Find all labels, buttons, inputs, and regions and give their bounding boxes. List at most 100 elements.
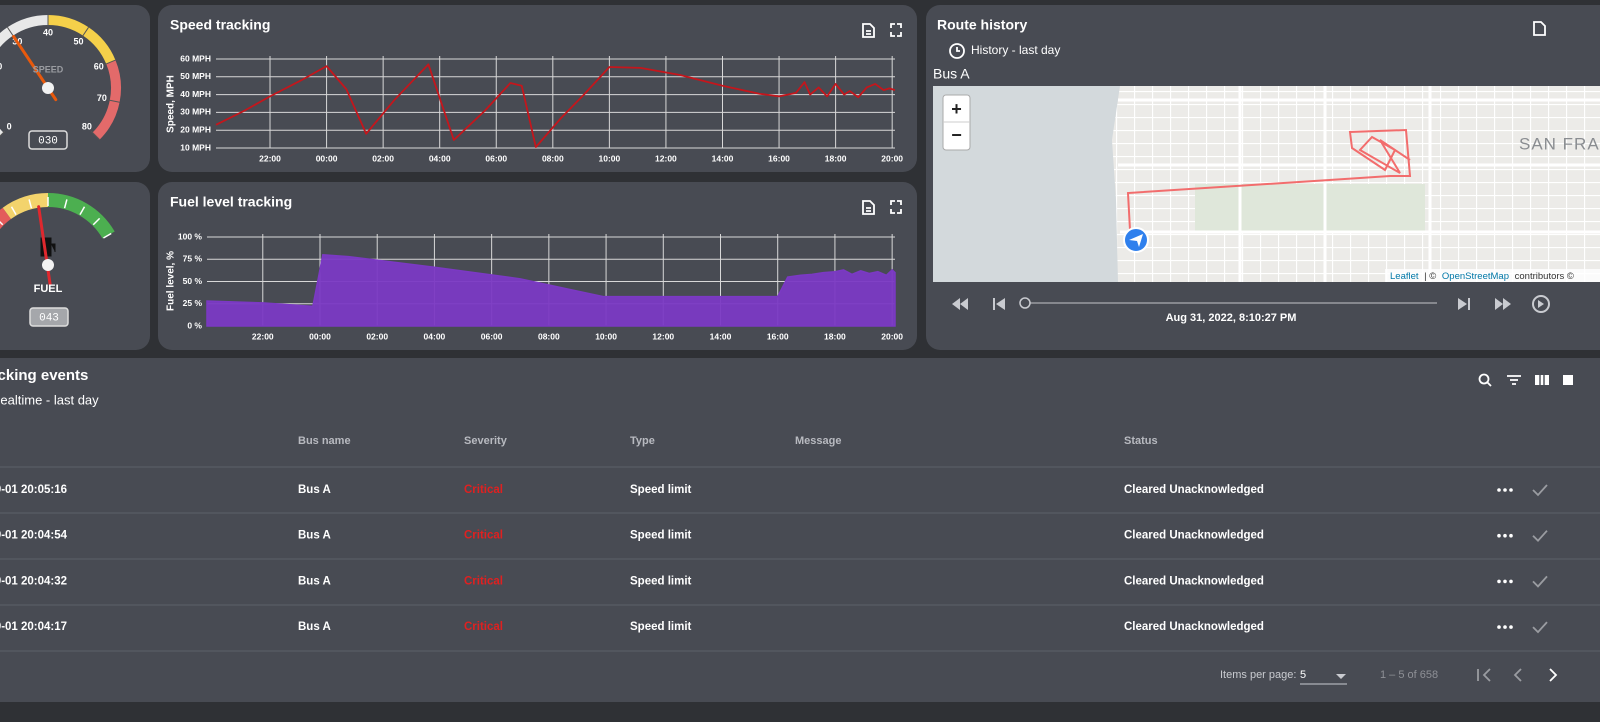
gauge-band [0,207,12,230]
more-actions[interactable] [1503,625,1507,629]
gauge-tick [104,59,116,66]
card [0,358,1600,702]
chart-icons[interactable] [862,21,1546,215]
gauge-label: SPEED [33,64,64,74]
play-button[interactable] [1538,300,1544,308]
previous-page[interactable] [1513,668,1522,682]
pager[interactable] [1477,668,1558,682]
filter-icon[interactable] [1507,375,1521,385]
cell-bus: Bus A [298,484,331,496]
more-actions[interactable] [1503,579,1507,584]
export-icon[interactable] [862,23,875,38]
gauge-tick-label: 40 [43,27,53,37]
map-park [1195,184,1425,232]
cell-severity: Critical [464,575,503,587]
y-tick-label: 50 % [183,276,203,286]
page-size[interactable]: 5 [1300,669,1306,681]
y-tick-label: 0 % [187,320,202,330]
x-tick-label: 12:00 [655,153,677,163]
more-actions[interactable] [1497,625,1501,629]
more-actions[interactable] [1497,488,1501,492]
zoom-out[interactable]: − [951,125,962,145]
gauge-minor-tick [10,206,17,215]
gauge-tick [107,99,120,103]
fullscreen-icon[interactable] [1563,375,1573,385]
x-tick-label: 16:00 [767,331,789,341]
cell-severity: Critical [464,530,503,542]
more-actions[interactable] [1509,488,1513,492]
next-button[interactable] [1458,298,1470,310]
fullscreen-icon[interactable] [890,23,902,37]
player-controls[interactable] [952,295,1550,313]
columns-icon[interactable] [1539,375,1545,385]
cell-bus: Bus A [298,530,331,542]
cell-status: Cleared Unacknowledged [1124,575,1264,587]
more-actions[interactable] [1503,488,1507,492]
x-tick-label: 10:00 [595,331,617,341]
cell-status: Cleared Unacknowledged [1124,484,1264,496]
column-header: Type [630,435,655,447]
map-place-label: SAN FRANCISCO [1519,134,1600,153]
more-actions[interactable] [1497,579,1501,584]
fast-forward-button[interactable] [1495,298,1511,310]
more-actions[interactable] [1509,625,1513,629]
cell-type: Speed limit [630,484,692,496]
first-page[interactable] [1477,668,1491,682]
rewind-button[interactable] [952,298,968,310]
attribution-text: | © [1424,271,1436,282]
search-icon[interactable] [1486,381,1492,387]
y-tick-label: 100 % [178,231,203,241]
x-tick-label: 14:00 [710,331,732,341]
select-arrow[interactable] [1336,674,1346,679]
acknowledge[interactable] [1532,575,1548,588]
clock-icon [956,47,960,52]
export-icon[interactable] [1533,21,1546,36]
gauge-tick-label: 70 [97,93,107,103]
x-tick-label: 18:00 [825,153,847,163]
gauge-hub [42,259,54,271]
attribution-link[interactable]: Leaflet [1390,271,1419,282]
more-actions[interactable] [1497,533,1501,538]
gauge-display-value: 043 [39,312,59,324]
gauge-tick-label: 60 [94,61,104,71]
timeline-time: Aug 31, 2022, 8:10:27 PM [1166,312,1297,324]
acknowledge[interactable] [1532,621,1548,634]
slider-thumb[interactable] [1019,297,1031,309]
gauge-tick-label: 80 [82,121,92,131]
gauge-tick-label: 0 [7,121,12,131]
acknowledge[interactable] [1532,530,1548,543]
speed-line [215,63,896,149]
cell-type: Speed limit [630,621,692,633]
x-tick-label: 06:00 [485,153,507,163]
fullscreen-icon[interactable] [890,200,902,214]
more-actions[interactable] [1509,533,1513,538]
attribution-link[interactable]: OpenStreetMap [1442,271,1509,282]
x-tick-label: 22:00 [252,331,274,341]
x-tick-label: 20:00 [881,331,903,341]
zoom-in[interactable]: + [951,99,962,119]
next-page[interactable] [1549,668,1558,682]
search-icon[interactable] [1478,373,1490,385]
gauge-hub [42,82,54,94]
x-tick-label: 16:00 [768,153,790,163]
acknowledge[interactable] [1532,484,1548,497]
cell-time: 2022-09-01 20:04:32 [0,575,67,587]
column-header: Bus name [298,435,351,447]
clock-icon [949,43,965,59]
x-tick-label: 10:00 [598,153,620,163]
play-button[interactable] [1532,295,1550,313]
more-actions[interactable] [1503,533,1507,538]
cell-severity: Critical [464,621,503,633]
cell-status: Cleared Unacknowledged [1124,621,1264,633]
columns-icon[interactable] [1535,375,1549,385]
more-actions[interactable] [1509,579,1513,584]
x-tick-label: 12:00 [652,331,674,341]
export-icon[interactable] [862,200,875,215]
y-tick-label: 60 MPH [180,53,211,63]
card-title: Route history [937,17,1027,33]
previous-button[interactable] [993,298,1005,310]
table-toolbar[interactable] [1478,373,1574,387]
map[interactable]: SAN FRANCISCO Leaflet | © OpenStreetMap … [933,86,1600,282]
chart-title: Speed tracking [170,17,270,33]
